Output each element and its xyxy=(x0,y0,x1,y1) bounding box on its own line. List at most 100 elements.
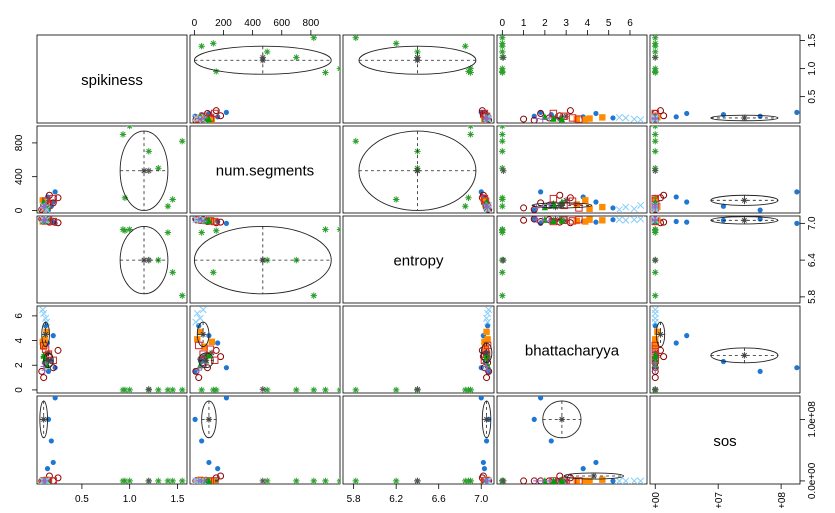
y-tick-label-bhattacharyya-2: 4 xyxy=(14,337,25,343)
point-g8-2-spikiness-vs-bhattacharyya xyxy=(533,115,540,122)
point-g8-2-num.segments-vs-sos xyxy=(652,204,659,212)
points-entropy-vs-spikiness xyxy=(38,216,186,299)
point-g0-3-sos-vs-spikiness xyxy=(179,477,186,484)
ellipse-group-4 xyxy=(358,130,477,211)
panel-spikiness-vs-sos xyxy=(649,34,801,124)
ellipse-center-19 xyxy=(483,416,490,423)
point-g8-2-sos-vs-entropy xyxy=(484,477,491,484)
point-g7-2-spikiness-vs-bhattacharyya xyxy=(637,116,645,123)
point-g2-5-bhattacharyya-vs-num.segments xyxy=(215,340,221,346)
point-g6-2-bhattacharyya-vs-sos xyxy=(652,351,659,359)
point-g3-1-num.segments-vs-spikiness xyxy=(49,199,57,207)
panel-num.segments-vs-sos xyxy=(649,125,801,214)
point-g8-1-bhattacharyya-vs-sos xyxy=(652,359,659,366)
point-g7-2-bhattacharyya-vs-num.segments xyxy=(199,306,207,314)
points-num.segments-vs-spikiness xyxy=(38,126,186,213)
ellipse-group-16 xyxy=(655,321,666,348)
point-g3-5-bhattacharyya-vs-sos xyxy=(660,353,668,361)
point-g2-2-bhattacharyya-vs-spikiness xyxy=(50,333,56,339)
point-g4-0-bhattacharyya-vs-entropy xyxy=(482,343,489,350)
point-g1-0-entropy-vs-bhattacharyya xyxy=(500,256,507,264)
point-g1-2-sos-vs-bhattacharyya xyxy=(556,477,563,484)
point-g3-5-bhattacharyya-vs-num.segments xyxy=(217,353,225,361)
point-g2-2-sos-vs-spikiness xyxy=(50,459,56,466)
point-g3-0-bhattacharyya-vs-spikiness xyxy=(40,374,48,382)
points-bhattacharyya-vs-spikiness xyxy=(38,306,186,393)
point-g2-2-entropy-vs-bhattacharyya xyxy=(593,219,599,225)
point-g4-3-num.segments-vs-bhattacharyya xyxy=(586,205,593,212)
ellipse-center-2 xyxy=(741,114,748,122)
ellipse-group-1 xyxy=(358,45,477,75)
point-g5-2-num.segments-vs-entropy xyxy=(480,194,489,203)
point-g0-1-entropy-vs-spikiness xyxy=(164,229,172,236)
point-g0-2-spikiness-vs-entropy xyxy=(465,68,472,75)
point-g0-6-sos-vs-spikiness xyxy=(119,477,127,484)
point-g0-6-sos-vs-num.segments xyxy=(322,477,329,484)
point-g0-1-sos-vs-spikiness xyxy=(164,477,172,484)
point-g2-0-entropy-vs-sos xyxy=(794,220,800,226)
point-g8-2-spikiness-vs-num.segments xyxy=(195,115,202,122)
point-g1-0-spikiness-vs-sos xyxy=(652,54,659,61)
point-g0-5-entropy-vs-num.segments xyxy=(293,256,300,264)
point-g2-0-sos-vs-spikiness xyxy=(52,396,58,401)
point-g3-0-bhattacharyya-vs-entropy xyxy=(483,374,491,382)
point-g0-5-num.segments-vs-sos xyxy=(652,148,659,155)
panel-entropy-vs-sos xyxy=(649,215,801,304)
point-g1-3-bhattacharyya-vs-num.segments xyxy=(208,349,216,357)
point-g0-0-bhattacharyya-vs-spikiness xyxy=(126,386,133,393)
point-g7-2-bhattacharyya-vs-sos xyxy=(651,306,659,314)
point-g2-2-num.segments-vs-bhattacharyya xyxy=(593,199,599,205)
point-g2-3-num.segments-vs-sos xyxy=(720,203,727,209)
point-g0-5-spikiness-vs-num.segments xyxy=(293,54,300,61)
point-g0-7-bhattacharyya-vs-spikiness xyxy=(155,386,162,393)
point-g0-6-spikiness-vs-entropy xyxy=(467,69,474,76)
point-g2-0-num.segments-vs-bhattacharyya xyxy=(538,189,544,195)
point-g8-1-entropy-vs-bhattacharyya xyxy=(545,217,553,225)
point-g7-0-spikiness-vs-bhattacharyya xyxy=(630,115,638,123)
points-entropy-vs-bhattacharyya xyxy=(499,216,645,299)
x-tick-label-bhattacharyya-6: 6 xyxy=(627,18,633,29)
point-g2-0-num.segments-vs-entropy xyxy=(478,189,484,195)
ellipse-center-17 xyxy=(40,416,47,423)
point-g4-3-entropy-vs-bhattacharyya xyxy=(586,216,593,223)
point-g7-0-num.segments-vs-bhattacharyya xyxy=(630,205,638,213)
point-g8-0-entropy-vs-num.segments xyxy=(198,217,205,224)
ellipse-group-21 xyxy=(563,472,625,480)
point-g8-0-sos-vs-bhattacharyya xyxy=(539,477,546,484)
point-g4-1-entropy-vs-bhattacharyya xyxy=(599,217,606,224)
point-g0-3-entropy-vs-sos xyxy=(652,292,659,299)
ellipse-center-16 xyxy=(657,331,664,338)
points-entropy-vs-sos xyxy=(651,216,800,299)
ellipse-center-20 xyxy=(558,416,566,423)
point-g2-3-spikiness-vs-sos xyxy=(720,111,727,118)
point-g2-0-sos-vs-bhattacharyya xyxy=(538,396,544,401)
point-g4-0-bhattacharyya-vs-spikiness xyxy=(40,343,47,350)
point-g6-2-bhattacharyya-vs-spikiness xyxy=(40,351,47,359)
panel-num.segments-vs-entropy xyxy=(342,125,495,214)
point-g7-3-bhattacharyya-vs-entropy xyxy=(484,318,492,326)
point-g2-5-bhattacharyya-vs-sos xyxy=(673,340,679,346)
point-g0-1-num.segments-vs-spikiness xyxy=(164,203,172,210)
point-g0-4-sos-vs-entropy xyxy=(392,477,400,484)
panel-bhattacharyya-vs-sos xyxy=(649,305,801,394)
x-tick-label-entropy-3: 7.0 xyxy=(474,494,488,505)
point-g4-2-num.segments-vs-bhattacharyya xyxy=(582,197,589,204)
point-g0-6-sos-vs-entropy xyxy=(467,477,474,484)
point-g7-3-entropy-vs-bhattacharyya xyxy=(615,216,623,224)
point-g0-6-num.segments-vs-bhattacharyya xyxy=(499,131,506,138)
point-g8-0-spikiness-vs-bhattacharyya xyxy=(539,115,546,123)
point-g2-0-num.segments-vs-sos xyxy=(794,189,800,195)
point-g0-7-spikiness-vs-bhattacharyya xyxy=(499,48,506,56)
points-sos-vs-num.segments xyxy=(192,396,340,484)
points-spikiness-vs-sos xyxy=(651,35,800,123)
point-g8-2-entropy-vs-sos xyxy=(652,216,659,223)
point-g5-2-sos-vs-spikiness xyxy=(49,477,57,484)
point-g2-3-sos-vs-bhattacharyya xyxy=(548,438,554,444)
point-g0-4-bhattacharyya-vs-spikiness xyxy=(169,386,176,393)
point-g7-1-spikiness-vs-bhattacharyya xyxy=(622,114,630,122)
point-g7-1-sos-vs-bhattacharyya xyxy=(622,477,630,484)
point-g5-2-num.segments-vs-spikiness xyxy=(49,194,57,203)
point-g4-2-bhattacharyya-vs-num.segments xyxy=(208,338,216,345)
point-g8-2-entropy-vs-num.segments xyxy=(195,216,202,223)
